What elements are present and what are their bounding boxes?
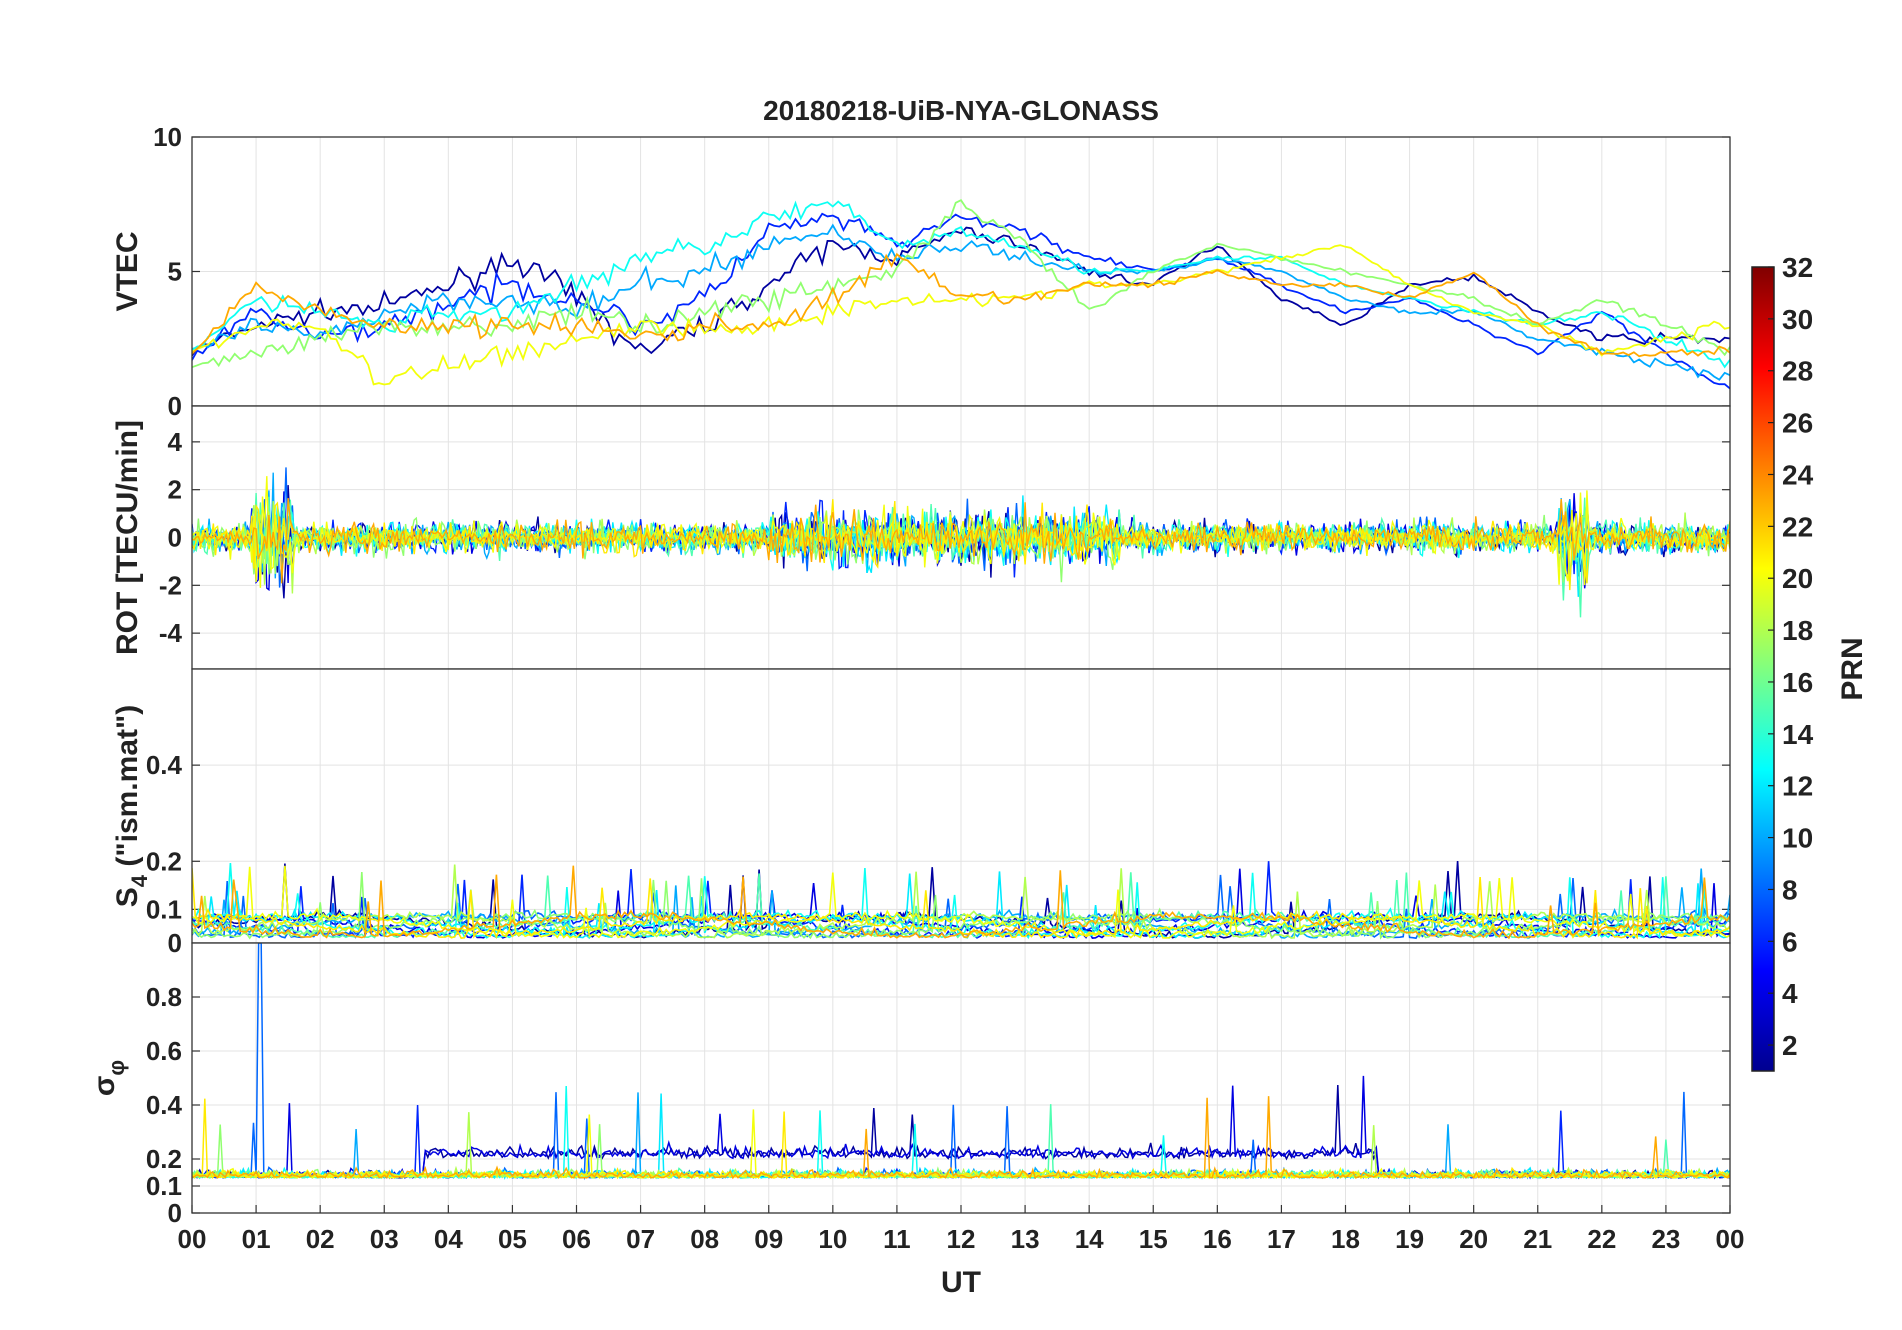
y-tick-label: 0.8 (146, 982, 182, 1012)
y-axis-label-s4: S4 ("ism.mat") (111, 705, 152, 907)
s4-line-prn-20 (192, 865, 1730, 939)
x-tick-label: 23 (1651, 1224, 1680, 1254)
y-tick-label: 0.4 (146, 1090, 183, 1120)
y-tick-label-baseline: 0 (168, 928, 182, 958)
s4-line-prn-10 (192, 868, 1730, 939)
x-tick-label: 02 (306, 1224, 335, 1254)
vtec-line-prn-23 (192, 252, 1730, 358)
x-tick-label: 00 (178, 1224, 207, 1254)
panel-s4-series (192, 860, 1730, 940)
panel-sigma_phi-series (192, 943, 1730, 1181)
x-tick-label: 11 (883, 1224, 911, 1254)
colorbar-tick-label: 8 (1782, 874, 1798, 905)
y-tick-label: 0.4 (146, 750, 183, 780)
colorbar-label: PRN (1836, 637, 1869, 700)
x-tick-label: 20 (1459, 1224, 1488, 1254)
x-tick-label: 09 (754, 1224, 783, 1254)
colorbar-gradient (1751, 266, 1775, 1072)
colorbar-tick-label: 16 (1782, 667, 1813, 698)
y-axis-label-rot: ROT [TECU/min] (111, 420, 144, 655)
x-tick-label: 08 (690, 1224, 719, 1254)
x-tick-label: 15 (1139, 1224, 1168, 1254)
colorbar-tick-label: 12 (1782, 771, 1813, 802)
colorbar-tick-label: 20 (1782, 563, 1813, 594)
colorbar-tick-label: 6 (1782, 926, 1798, 957)
colorbar-tick-label: 30 (1782, 304, 1813, 335)
y-tick-label: -4 (159, 618, 183, 648)
vtec-line-prn-6 (192, 212, 1730, 390)
x-tick-label: 05 (498, 1224, 527, 1254)
x-tick-label: 06 (562, 1224, 591, 1254)
x-tick-label: 13 (1011, 1224, 1040, 1254)
vtec-line-prn-2 (192, 226, 1730, 357)
y-tick-label: -2 (159, 570, 182, 600)
x-tick-label: 01 (242, 1224, 271, 1254)
y-tick-label: 5 (168, 257, 182, 287)
x-tick-label: 22 (1587, 1224, 1616, 1254)
x-tick-label: 04 (434, 1224, 463, 1254)
y-tick-label: 0 (168, 1198, 182, 1228)
y-tick-label: 0.6 (146, 1036, 182, 1066)
x-tick-label: 17 (1267, 1224, 1296, 1254)
x-tick-label: 14 (1075, 1224, 1104, 1254)
x-tick-label: 12 (947, 1224, 976, 1254)
colorbar-tick-label: 10 (1782, 823, 1813, 854)
x-axis-label: UT (941, 1266, 981, 1299)
x-tick-label: 18 (1331, 1224, 1360, 1254)
y-tick-label: 0.2 (146, 846, 182, 876)
x-tick-label: 21 (1523, 1224, 1552, 1254)
s4-line-prn-23 (192, 865, 1730, 940)
colorbar-tick-label: 2 (1782, 1030, 1798, 1061)
colorbar-tick-label: 32 (1782, 252, 1813, 283)
colorbar-tick-label: 28 (1782, 356, 1813, 387)
x-tick-label: 16 (1203, 1224, 1232, 1254)
y-tick-label: 0 (168, 391, 182, 421)
vtec-line-prn-20 (192, 244, 1730, 386)
y-tick-label: 0.1 (146, 1171, 182, 1201)
s4-line-prn-17 (192, 872, 1730, 940)
panel-vtec-series (192, 199, 1730, 390)
colorbar-tick-label: 14 (1782, 719, 1814, 750)
colorbar-tick-label: 22 (1782, 511, 1813, 542)
vtec-line-prn-13 (192, 200, 1730, 369)
sigma-line-prn-23 (192, 1096, 1730, 1180)
y-tick-label: 0.1 (146, 894, 182, 924)
colorbar-tick-label: 24 (1782, 459, 1814, 490)
y-tick-label: 10 (153, 122, 182, 152)
rot-line-prn-23 (192, 498, 1730, 584)
x-tick-label: 03 (370, 1224, 399, 1254)
x-tick-label: 10 (818, 1224, 847, 1254)
panel-rot-series (192, 467, 1730, 618)
colorbar-tick-label: 26 (1782, 408, 1813, 439)
y-axis-label-vtec: VTEC (111, 231, 144, 311)
chart-title: 20180218-UiB-NYA-GLONASS (763, 95, 1159, 126)
y-tick-label: 0 (168, 523, 182, 553)
panel-rot: -4 -2 0 2 4 ROT [TECU/min] (111, 405, 1731, 670)
x-tick-label: 07 (626, 1224, 655, 1254)
panel-s4: 0.1 0.2 0.4 0 S4 ("ism.mat") (111, 668, 1731, 958)
y-tick-label: 2 (168, 475, 182, 505)
x-tick-label: 19 (1395, 1224, 1424, 1254)
y-axis-label-sigma_phi: σφ (88, 1060, 129, 1096)
x-tick-label: 00 (1716, 1224, 1745, 1254)
vtec-line-prn-10 (192, 223, 1730, 381)
colorbar-tick-label: 18 (1782, 615, 1813, 646)
colorbar-tick-label: 4 (1782, 978, 1798, 1009)
y-tick-label: 0.2 (146, 1144, 182, 1174)
panel-vtec: 0 5 10 VTEC (111, 122, 1731, 421)
y-tick-label: 4 (168, 427, 183, 457)
panel-sigma_phi: 00.10.2 0.4 0.6 0.8 σφ (88, 942, 1731, 1228)
